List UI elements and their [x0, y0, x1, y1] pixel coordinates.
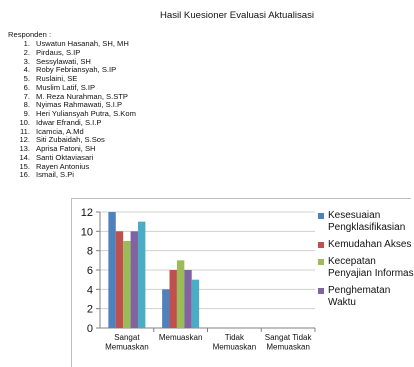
- x-tick-label: Sangat Tidak: [265, 333, 313, 342]
- respondent-name: M. Reza Nurahman, S.STP: [36, 91, 129, 101]
- respondent-item: 11. Icamcia, A.Md: [14, 126, 136, 137]
- respondent-name: Ismail, S.Pi: [36, 170, 74, 180]
- respondent-item: 9. Heri Yuliansyah Putra, S.Kom: [14, 109, 136, 119]
- respondent-name: Heri Yuliansyah Putra, S.Kom: [36, 109, 136, 118]
- respondent-name: Roby Febriansyah, S.IP: [36, 65, 117, 75]
- x-tick-label: Sangat: [114, 333, 140, 342]
- respondent-item: 14. Santi Oktaviasari: [14, 152, 136, 163]
- legend-swatch: [318, 259, 324, 265]
- respondent-name: Pirdaus, S.IP: [36, 47, 81, 57]
- legend-label: Pengklasifikasian: [328, 222, 406, 233]
- bar: [115, 231, 124, 328]
- chart-frame: [71, 198, 411, 367]
- legend-label: Kemudahan Akses: [328, 239, 412, 250]
- respondent-number: 1.: [23, 39, 30, 48]
- respondent-item: 5. Ruslaini, SE: [14, 74, 136, 84]
- respondent-name: Sessylawati, SH: [36, 56, 91, 66]
- bar: [169, 270, 177, 328]
- bar: [176, 260, 185, 328]
- y-tick-label: 8: [87, 246, 93, 258]
- respondents-heading: Responden :: [8, 30, 52, 39]
- legend-label: Penghematan: [328, 285, 391, 296]
- respondent-number: 7.: [23, 91, 30, 101]
- respondent-name: Idwar Efrandi, S.I.P: [36, 117, 102, 127]
- respondent-item: 12. Siti Zubaidah, S.Sos: [14, 135, 136, 145]
- respondent-number: 14.: [19, 152, 30, 162]
- y-tick-label: 12: [81, 207, 93, 219]
- legend-label: Waktu: [328, 297, 356, 308]
- respondent-item: 10. Idwar Efrandi, S.I.P: [14, 117, 136, 128]
- x-tick-label: Memuaskan: [213, 343, 257, 352]
- respondent-name: Ruslaini, SE: [36, 74, 78, 83]
- legend-item: Kesesuaian Pengklasifikasian: [318, 210, 414, 234]
- legend-item: Penghematan Waktu: [318, 285, 414, 309]
- bar: [130, 231, 138, 328]
- legend-swatch: [318, 242, 324, 248]
- y-tick-label: 6: [87, 265, 93, 277]
- bar: [123, 241, 131, 328]
- respondent-item: 16. Ismail, S.Pi: [14, 170, 136, 180]
- respondent-number: 2.: [23, 47, 30, 57]
- x-tick-label: Memuaskan: [266, 343, 310, 352]
- respondent-number: 8.: [23, 100, 30, 110]
- bar: [184, 270, 192, 328]
- x-tick-label: Tidak: [225, 333, 245, 342]
- respondent-number: 16.: [19, 170, 30, 180]
- y-tick-label: 10: [81, 226, 93, 238]
- legend-label: Kecepatan: [328, 256, 376, 267]
- respondent-item: 3. Sessylawati, SH: [14, 56, 136, 67]
- respondent-item: 4. Roby Febriansyah, S.IP: [14, 65, 136, 75]
- legend-swatch: [318, 288, 324, 294]
- respondent-number: 12.: [19, 135, 30, 145]
- respondent-name: Santi Oktaviasari: [36, 152, 94, 162]
- respondent-number: 10.: [19, 117, 30, 127]
- respondent-name: Nyimas Rahmawati, S.I.P: [36, 100, 123, 110]
- respondent-number: 4.: [23, 65, 30, 75]
- respondent-item: 6. Muslim Latif, S.IP: [14, 82, 136, 93]
- respondent-number: 15.: [19, 161, 30, 171]
- respondent-name: Muslim Latif, S.IP: [36, 82, 96, 92]
- respondent-name: Icamcia, A.Md: [36, 126, 84, 136]
- bar: [162, 289, 170, 328]
- legend-swatch: [318, 213, 324, 219]
- respondent-name: Aprisa Fatoni, SH: [36, 144, 96, 153]
- respondent-item: 7. M. Reza Nurahman, S.STP: [14, 91, 136, 102]
- respondent-item: 8. Nyimas Rahmawati, S.I.P: [14, 100, 136, 110]
- respondent-item: 15. Rayen Antonius: [14, 161, 136, 172]
- respondents-list: 1. Uswatun Hasanah, SH, MH 2. Pirdaus, S.IP…: [14, 39, 136, 180]
- legend-item: Kemudahan Akses: [318, 239, 414, 251]
- respondent-item: 13. Aprisa Fatoni, SH: [14, 144, 136, 154]
- respondent-number: 13.: [19, 144, 30, 153]
- bar: [137, 221, 146, 328]
- respondent-name: Uswatun Hasanah, SH, MH: [36, 39, 129, 48]
- bar: [108, 212, 116, 328]
- respondent-number: 11.: [20, 126, 30, 136]
- legend-label: Kesesuaian: [328, 210, 381, 221]
- y-tick-label: 2: [87, 304, 93, 316]
- bar: [191, 279, 200, 328]
- respondent-item: 2. Pirdaus, S.IP: [14, 47, 136, 58]
- y-tick-label: 4: [87, 284, 93, 296]
- chart-legend: Kesesuaian Pengklasifikasian Kemudahan Aks…: [318, 210, 414, 314]
- legend-item: Kecepatan Penyajian Informas: [318, 256, 414, 280]
- x-tick-label: Memuaskan: [105, 343, 149, 352]
- respondent-name: Rayen Antonius: [36, 161, 90, 171]
- respondent-number: 9.: [23, 109, 30, 118]
- respondent-number: 5.: [23, 74, 30, 83]
- respondent-number: 6.: [23, 82, 30, 92]
- respondent-name: Siti Zubaidah, S.Sos: [36, 135, 105, 145]
- legend-label: Penyajian Informas: [328, 268, 414, 279]
- respondent-item: 1. Uswatun Hasanah, SH, MH: [14, 39, 136, 49]
- y-tick-label: 0: [87, 323, 93, 335]
- respondent-number: 3.: [23, 56, 30, 66]
- x-tick-label: Memuaskan: [159, 333, 203, 342]
- page-title: Hasil Kuesioner Evaluasi Aktualisasi: [159, 10, 315, 21]
